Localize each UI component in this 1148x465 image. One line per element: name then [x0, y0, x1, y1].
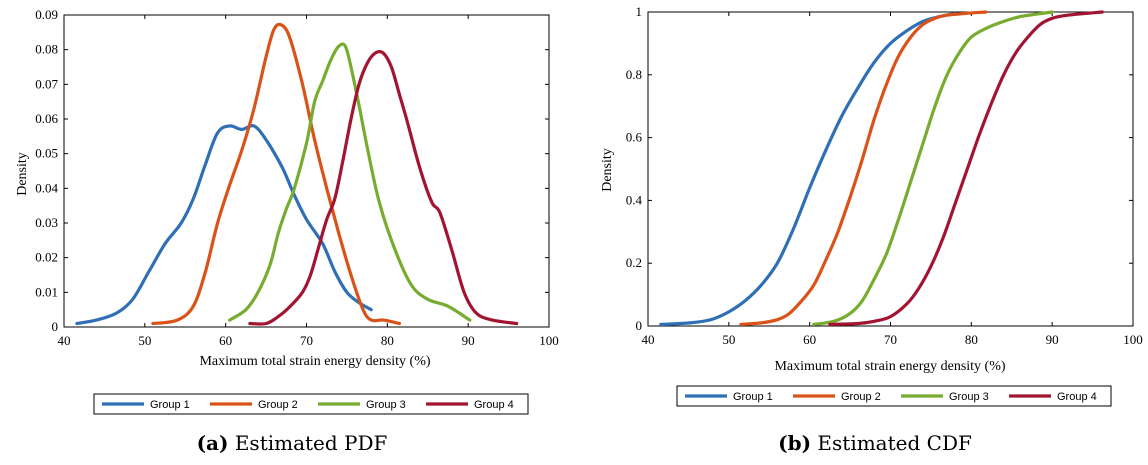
- pdf-y-tick-label: 0.07: [35, 76, 58, 91]
- cdf-caption: (b) Estimated CDF: [778, 431, 972, 455]
- pdf-legend-label-group-1: Group 1: [150, 399, 190, 411]
- cdf-x-tick-label: 40: [642, 332, 655, 347]
- cdf-y-tick-label: 0.6: [626, 130, 643, 145]
- cdf-y-tick-label: 0.4: [626, 192, 643, 207]
- cdf-x-tick-label: 90: [1046, 332, 1059, 347]
- pdf-legend-label-group-4: Group 4: [474, 399, 514, 411]
- pdf-series-line-group-2: [151, 22, 402, 326]
- cdf-plot: 40 50 60 70 80 90 100 0 0.2 0.4 0.6 0.8 1: [626, 4, 1143, 347]
- pdf-series-line-group-4: [248, 50, 519, 326]
- pdf-x-axis-label: Maximum total strain energy density (%): [199, 354, 430, 369]
- pdf-x-tick-label: 70: [300, 333, 313, 348]
- pdf-y-tick-label: 0.01: [35, 284, 58, 299]
- cdf-y-tick-label: 0.8: [626, 67, 642, 82]
- cdf-caption-label: (b): [778, 431, 811, 455]
- cdf-panel: 40 50 60 70 80 90 100 0 0.2 0.4 0.6 0.8 1 Maximum to…: [600, 4, 1143, 455]
- cdf-x-axis-label: Maximum total strain energy density (%): [774, 359, 1005, 374]
- cdf-series-line-group-4: [828, 10, 1104, 326]
- pdf-legend-label-group-3: Group 3: [366, 399, 406, 411]
- pdf-series-line-group-1: [75, 123, 373, 326]
- cdf-legend-box: [676, 385, 1112, 407]
- pdf-y-axis-label: Density: [15, 152, 30, 196]
- cdf-x-tick-label: 80: [965, 332, 978, 347]
- pdf-legend-label-group-2: Group 2: [258, 399, 298, 411]
- pdf-caption: (a) Estimated PDF: [197, 431, 388, 455]
- pdf-y-tick-label: 0.02: [35, 250, 58, 265]
- cdf-y-tick-label: 0.2: [626, 255, 642, 270]
- cdf-caption-text: Estimated CDF: [811, 431, 972, 455]
- cdf-legend-label-group-2: Group 2: [841, 391, 881, 403]
- cdf-axes-box: [647, 11, 1134, 327]
- cdf-legend-label-group-1: Group 1: [733, 391, 773, 403]
- cdf-series-line-group-2: [739, 10, 988, 326]
- cdf-x-tick-label: 70: [884, 332, 897, 347]
- pdf-y-tick-label: 0: [52, 319, 59, 334]
- pdf-x-tick-label: 100: [539, 333, 559, 348]
- cdf-legend-label-group-4: Group 4: [1057, 391, 1097, 403]
- pdf-x-tick-label: 60: [219, 333, 232, 348]
- cdf-x-tick-label: 50: [722, 332, 735, 347]
- pdf-x-tick-label: 90: [462, 333, 475, 348]
- cdf-y-tick-label: 0: [636, 318, 643, 333]
- pdf-y-tick-label: 0.03: [35, 215, 58, 230]
- cdf-series-line-group-1: [659, 12, 957, 326]
- cdf-x-tick-label: 100: [1123, 332, 1143, 347]
- pdf-axes-box: [63, 14, 550, 328]
- pdf-y-tick-label: 0.08: [35, 42, 58, 57]
- pdf-caption-text: Estimated PDF: [228, 431, 387, 455]
- pdf-y-tick-label: 0.09: [35, 7, 58, 22]
- pdf-y-tick-label: 0.05: [35, 146, 58, 161]
- pdf-y-tick-label: 0.04: [35, 180, 58, 195]
- pdf-y-tick-label: 0.06: [35, 111, 58, 126]
- cdf-x-tick-label: 60: [803, 332, 816, 347]
- pdf-x-tick-label: 80: [381, 333, 394, 348]
- pdf-caption-label: (a): [197, 431, 229, 455]
- pdf-legend: Group 1 Group 2 Group 3 Group 4: [93, 393, 529, 415]
- pdf-series-line-group-3: [228, 42, 472, 322]
- pdf-x-tick-label: 40: [58, 333, 71, 348]
- cdf-legend-label-group-3: Group 3: [949, 391, 989, 403]
- pdf-panel: 40 50 60 70 80 90 100 0 0.01 0.02 0.03 0.04 0.05 0.06…: [15, 7, 559, 455]
- pdf-x-tick-label: 50: [138, 333, 151, 348]
- pdf-legend-box: [93, 393, 529, 415]
- pdf-plot: 40 50 60 70 80 90 100 0 0.01 0.02 0.03 0.04 0.05 0.06…: [35, 7, 559, 348]
- cdf-y-axis-label: Density: [600, 148, 615, 192]
- cdf-legend: Group 1 Group 2 Group 3 Group 4: [676, 385, 1112, 407]
- cdf-y-tick-label: 1: [636, 4, 643, 19]
- cdf-series-line-group-3: [812, 10, 1054, 326]
